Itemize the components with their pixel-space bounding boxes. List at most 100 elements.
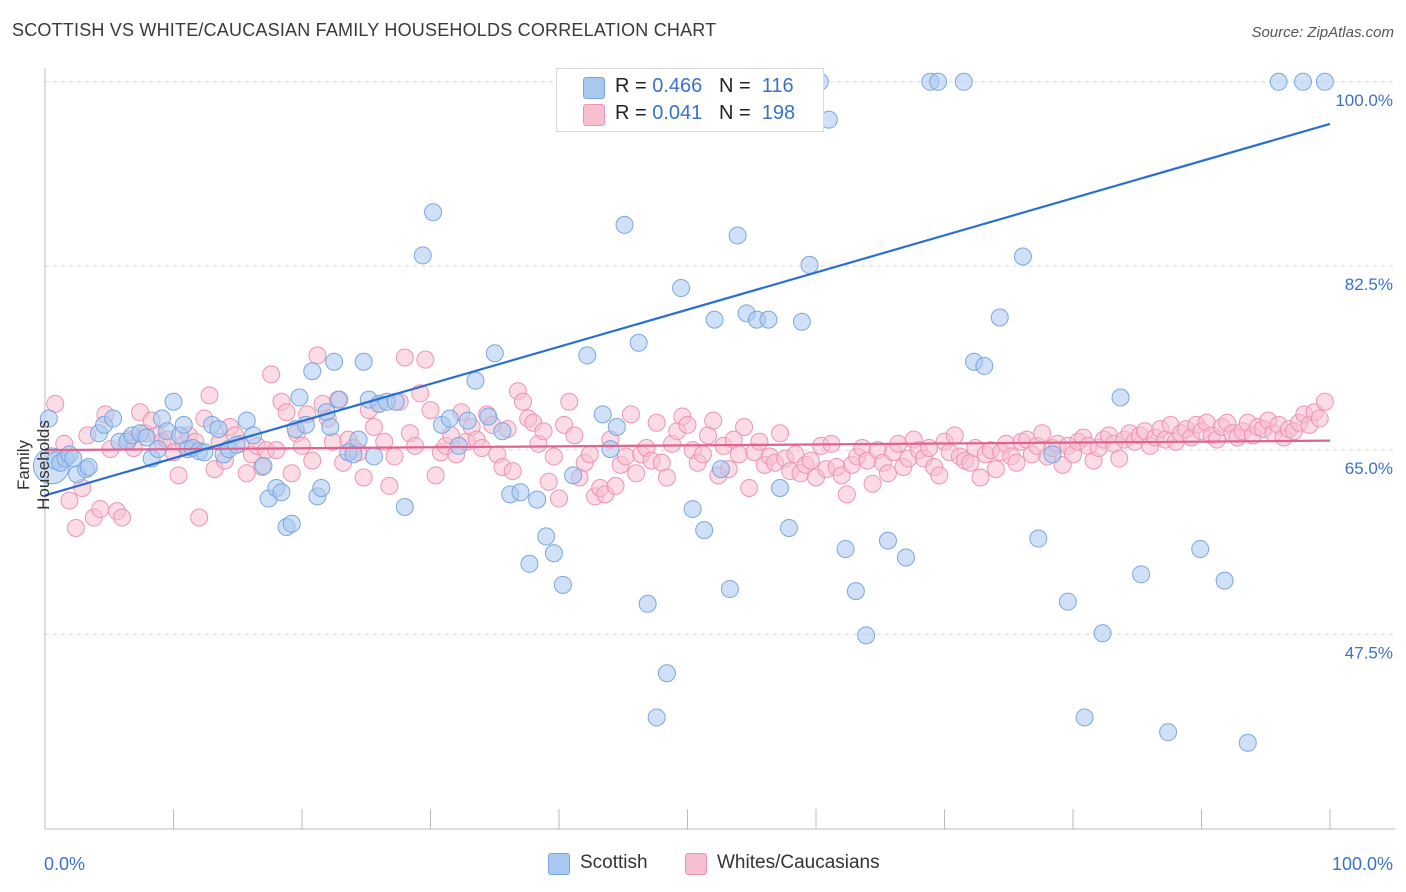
whites-point xyxy=(971,468,990,487)
scottish-point xyxy=(79,457,98,476)
scottish-point xyxy=(440,409,459,428)
whites-point xyxy=(267,441,286,460)
scottish-point xyxy=(629,333,648,352)
scottish-point xyxy=(728,226,747,245)
n-label: N = xyxy=(718,102,757,124)
scottish-point xyxy=(601,440,620,459)
stats-legend: R = 0.466 N = 116 R = 0.041 N = 198 xyxy=(556,68,824,132)
y-tick-label: 47.5% xyxy=(1345,643,1393,662)
whites-point xyxy=(544,447,563,466)
scottish-point xyxy=(564,466,583,485)
whites-point xyxy=(354,468,373,487)
scottish-point xyxy=(1315,72,1334,91)
scottish-legend-swatch xyxy=(548,853,570,875)
scottish-point xyxy=(792,312,811,331)
whites-point xyxy=(560,392,579,411)
whites-point xyxy=(1310,409,1329,428)
scottish-point xyxy=(537,527,556,546)
whites-swatch xyxy=(583,104,605,126)
scottish-point xyxy=(413,246,432,265)
whites-point xyxy=(750,432,769,451)
whites-point xyxy=(416,350,435,369)
whites-point xyxy=(606,476,625,495)
whites-point xyxy=(375,432,394,451)
whites-point xyxy=(621,405,640,424)
scottish-point xyxy=(164,392,183,411)
whites-point xyxy=(282,464,301,483)
scottish-point xyxy=(466,371,485,390)
scottish-point xyxy=(137,428,156,447)
whites-point xyxy=(801,451,820,470)
y-tick-label: 82.5% xyxy=(1345,275,1393,294)
scottish-point xyxy=(759,310,778,329)
whites-point xyxy=(920,439,939,458)
whites-point xyxy=(693,445,712,464)
scottish-point xyxy=(672,279,691,298)
whites-point xyxy=(740,479,759,498)
whites-point xyxy=(60,491,79,510)
scottish-point xyxy=(647,708,666,727)
whites-point xyxy=(262,365,281,384)
scottish-point xyxy=(330,390,349,409)
scottish-point xyxy=(615,215,634,234)
scottish-point xyxy=(1159,723,1178,742)
scottish-point xyxy=(39,409,58,428)
scottish-point xyxy=(544,544,563,563)
scottish-point xyxy=(493,422,512,441)
whites-point xyxy=(565,426,584,445)
x-tick-label: 0.0% xyxy=(44,854,85,874)
whites-point xyxy=(91,500,110,519)
scottish-n-value: 116 xyxy=(761,75,794,97)
whites-point xyxy=(1315,392,1334,411)
scottish-point xyxy=(1215,571,1234,590)
whites-n-value: 198 xyxy=(761,102,796,124)
scottish-point xyxy=(771,479,790,498)
scottish-r-value: 0.466 xyxy=(652,75,703,97)
scottish-point xyxy=(1238,733,1257,752)
scottish-point xyxy=(1043,445,1062,464)
x-tick-label: 100.0% xyxy=(1332,854,1393,874)
whites-point xyxy=(1007,453,1026,472)
whites-point xyxy=(1033,424,1052,443)
scottish-point xyxy=(553,575,572,594)
whites-point xyxy=(169,466,188,485)
scottish-point xyxy=(1029,529,1048,548)
scottish-point xyxy=(449,436,468,455)
scottish-point xyxy=(705,310,724,329)
scottish-legend-label: Scottish xyxy=(580,852,648,873)
whites-point xyxy=(308,346,327,365)
whites-point xyxy=(878,464,897,483)
r-label: R = xyxy=(615,102,653,124)
scottish-point xyxy=(846,582,865,601)
whites-point xyxy=(426,466,445,485)
scottish-point xyxy=(975,356,994,375)
whites-point xyxy=(945,426,964,445)
scottish-point xyxy=(282,514,301,533)
whites-point xyxy=(771,424,790,443)
whites-point xyxy=(380,476,399,495)
whites-point xyxy=(704,411,723,430)
whites-legend-label: Whites/Caucasians xyxy=(717,852,880,873)
whites-point xyxy=(534,422,553,441)
whites-point xyxy=(395,348,414,367)
scottish-point xyxy=(485,344,504,363)
scottish-point xyxy=(528,490,547,509)
whites-point xyxy=(616,447,635,466)
whites-point xyxy=(277,403,296,422)
scottish-point xyxy=(593,405,612,424)
whites-point xyxy=(364,417,383,436)
scottish-point xyxy=(174,415,193,434)
whites-point xyxy=(729,445,748,464)
whites-point xyxy=(421,401,440,420)
whites-point xyxy=(406,436,425,455)
scottish-swatch xyxy=(583,77,605,99)
scottish-point xyxy=(354,352,373,371)
source-label: Source: ZipAtlas.com xyxy=(1251,24,1394,41)
scottish-point xyxy=(954,72,973,91)
whites-point xyxy=(237,464,256,483)
scottish-point xyxy=(1058,592,1077,611)
scottish-point xyxy=(929,72,948,91)
whites-point xyxy=(303,451,322,470)
whites-point xyxy=(550,489,568,508)
